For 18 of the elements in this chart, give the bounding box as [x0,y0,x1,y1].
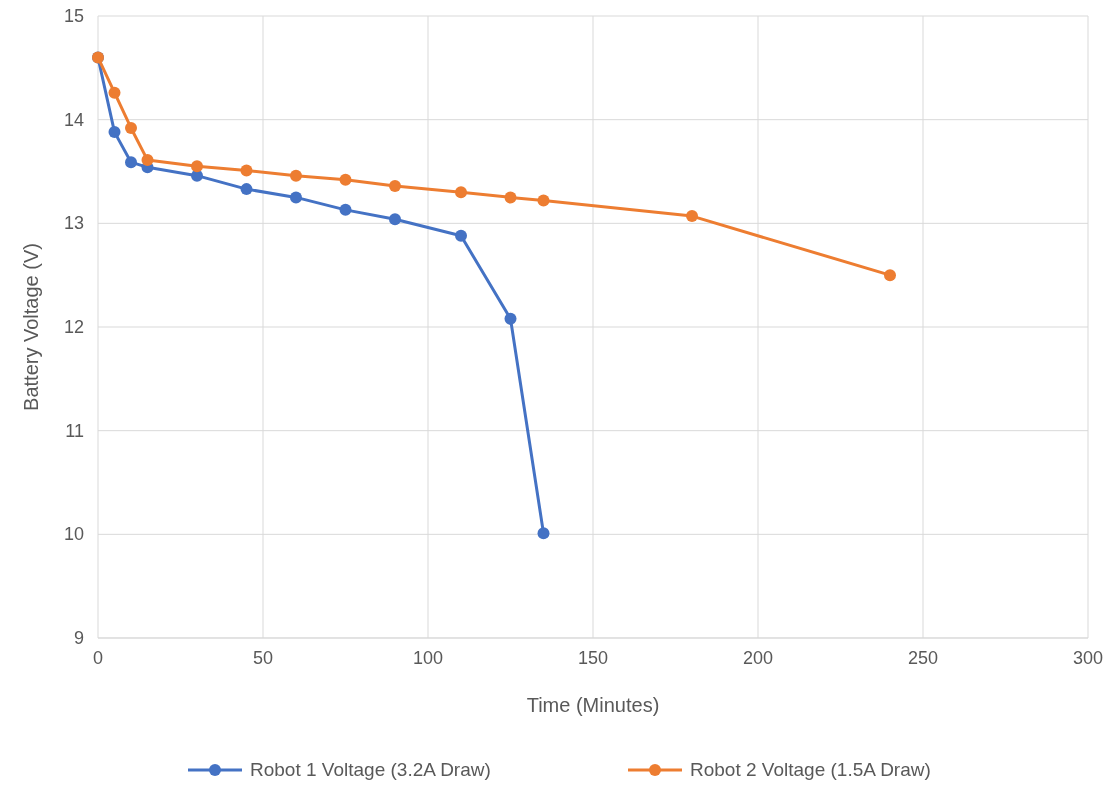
x-tick-label: 50 [252,648,274,668]
y-tick-label: 12 [63,317,84,337]
y-tick-label: 15 [63,6,84,26]
y-tick-label: 13 [63,213,84,234]
legend-label: Robot 2 Voltage (1.5A Draw) [690,759,931,780]
y-tick-label: 9 [73,628,84,648]
x-axis-title: Time (Minutes) [526,694,660,716]
x-tick-label: 300 [1072,648,1104,668]
x-tick-label: 100 [412,648,444,668]
x-tick-label: 0 [92,648,104,668]
y-axis-title: Battery Voltage (V) [20,243,42,411]
legend-label: Robot 1 Voltage (3.2A Draw) [250,759,491,780]
y-tick-label: 10 [63,524,84,545]
x-tick-label: 150 [577,648,609,668]
y-tick-label: 11 [65,420,84,441]
x-tick-label: 250 [907,648,939,668]
x-tick-label: 200 [742,648,774,668]
y-tick-label: 14 [63,109,84,130]
